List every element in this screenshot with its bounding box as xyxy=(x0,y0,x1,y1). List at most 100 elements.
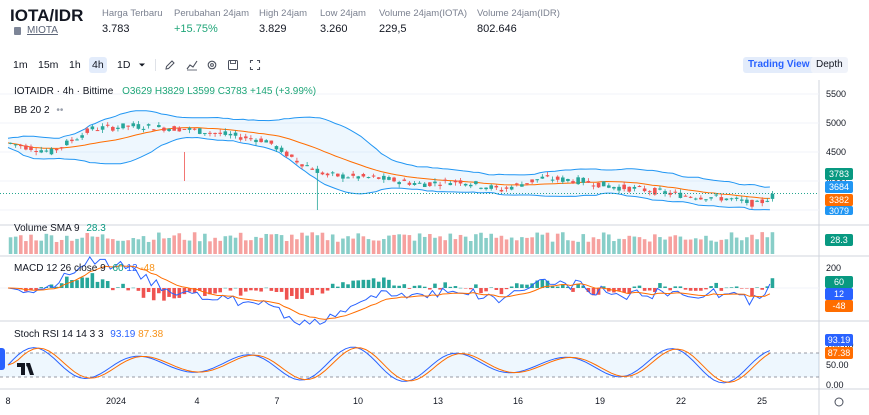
stat-value: +15.75% xyxy=(174,23,218,35)
volume-bar xyxy=(254,236,258,254)
depth-button[interactable]: Depth xyxy=(811,57,848,73)
stat-label: Low 24jam xyxy=(320,8,366,19)
macd-histogram-bar xyxy=(448,286,453,288)
macd-histogram-bar xyxy=(540,279,545,288)
volume-bar xyxy=(162,238,166,254)
macd-histogram-bar xyxy=(325,288,330,291)
candle-body xyxy=(182,128,187,130)
interval-1d[interactable]: 1D xyxy=(117,59,131,71)
volume-bar xyxy=(514,240,519,254)
stoch-rsi-pane xyxy=(0,346,819,384)
candle-body xyxy=(688,196,693,198)
candle-body xyxy=(642,188,647,192)
volume-bar xyxy=(203,233,207,254)
candle-body xyxy=(100,126,105,130)
volume-bar xyxy=(422,236,427,254)
interval-15m[interactable]: 15m xyxy=(38,59,59,71)
macd-histogram-bar xyxy=(545,280,550,288)
candle-body xyxy=(535,179,540,181)
macd-histogram-bar xyxy=(249,288,253,291)
stat-label: Perubahan 24jam xyxy=(174,8,249,19)
volume-bar xyxy=(607,234,611,254)
chevron-down-icon[interactable] xyxy=(136,59,148,71)
candle-body xyxy=(586,181,591,183)
macd-histogram-bar xyxy=(65,276,69,288)
volume-bar xyxy=(617,238,621,254)
interval-1m[interactable]: 1m xyxy=(13,59,28,71)
macd-histogram-bar xyxy=(663,286,667,288)
macd-histogram-bar xyxy=(699,288,703,291)
time-axis-label: 4 xyxy=(194,396,199,406)
stat-value: 229,5 xyxy=(379,23,407,35)
coin-link[interactable]: MIOTA xyxy=(27,25,58,36)
macd-signal-line xyxy=(7,265,771,320)
stoch-axis-label: 0.00 xyxy=(826,380,844,390)
stoch-d-line xyxy=(7,347,771,383)
macd-histogram-bar xyxy=(172,288,176,299)
panel-toggle-handle[interactable] xyxy=(0,348,5,370)
candle-body xyxy=(382,175,386,180)
macd-histogram-bar xyxy=(85,277,90,288)
volume-bar xyxy=(693,238,698,254)
more-dots-icon[interactable]: •• xyxy=(56,105,64,116)
macd-histogram-bar xyxy=(290,288,294,296)
trading-view-button[interactable]: Trading View xyxy=(743,57,815,73)
volume-bar xyxy=(167,237,171,254)
macd-histogram-bar xyxy=(668,288,672,291)
volume-bar xyxy=(382,239,386,254)
chart-area[interactable]: 550050004500400035002000-200100.0050.000… xyxy=(0,80,869,415)
candle-body xyxy=(407,182,412,185)
volume-bar xyxy=(673,235,678,254)
macd-histogram-bar xyxy=(647,288,652,291)
macd-histogram-bar xyxy=(724,287,729,289)
volume-bar xyxy=(151,239,156,254)
bb-upper-tag: 3684 xyxy=(825,181,853,193)
interval-1h[interactable]: 1h xyxy=(69,59,81,71)
interval-4h[interactable]: 4h xyxy=(89,57,107,73)
stoch-band xyxy=(0,353,819,377)
candle-body xyxy=(699,197,703,200)
save-icon[interactable] xyxy=(227,59,239,71)
settings-gear-icon[interactable] xyxy=(834,397,844,407)
volume-bar xyxy=(729,232,734,254)
candle-body xyxy=(269,140,274,144)
candle-body xyxy=(402,179,407,181)
fullscreen-icon[interactable] xyxy=(249,59,261,71)
symbol-text: IOTAIDR · 4h · Bittime xyxy=(14,86,114,97)
candle-body xyxy=(24,145,28,150)
bb-upper-line xyxy=(7,110,770,188)
macd-histogram-bar xyxy=(223,287,228,289)
macd-histogram-bar xyxy=(284,288,289,300)
bb-basis-line xyxy=(7,127,770,199)
gear-icon[interactable] xyxy=(206,59,218,71)
volume-bar xyxy=(249,240,253,254)
volume-bar xyxy=(566,240,570,254)
volume-bar xyxy=(535,232,540,254)
line-chart-icon[interactable] xyxy=(186,59,198,71)
pencil-icon[interactable] xyxy=(164,59,176,71)
candle-body xyxy=(8,142,13,144)
macd-histogram-bar xyxy=(525,284,529,288)
macd-histogram-bar xyxy=(632,286,637,288)
volume-bar xyxy=(612,241,616,254)
bb-basis-tag: 3382 xyxy=(825,194,853,206)
volume-bar xyxy=(407,235,412,254)
macd-histogram-bar xyxy=(433,283,437,288)
volume-bar xyxy=(653,234,657,254)
volume-bar xyxy=(13,236,18,254)
volume-bar xyxy=(39,240,44,254)
volume-bar xyxy=(601,232,606,254)
volume-bar xyxy=(647,241,652,254)
candle-body xyxy=(504,187,509,189)
candle-body xyxy=(417,182,422,184)
macd-histogram-bar xyxy=(704,288,708,290)
stat-label: High 24jam xyxy=(259,8,308,19)
volume-bar xyxy=(146,241,151,254)
candle-body xyxy=(90,126,95,130)
chart-canvas[interactable]: 550050004500400035002000-200100.0050.000… xyxy=(0,80,869,415)
candle-body xyxy=(192,128,197,130)
volume-bar xyxy=(187,240,192,254)
macd-hist-tag: 60 xyxy=(825,276,853,288)
volume-bar xyxy=(54,241,59,254)
volume-bar xyxy=(417,233,422,254)
